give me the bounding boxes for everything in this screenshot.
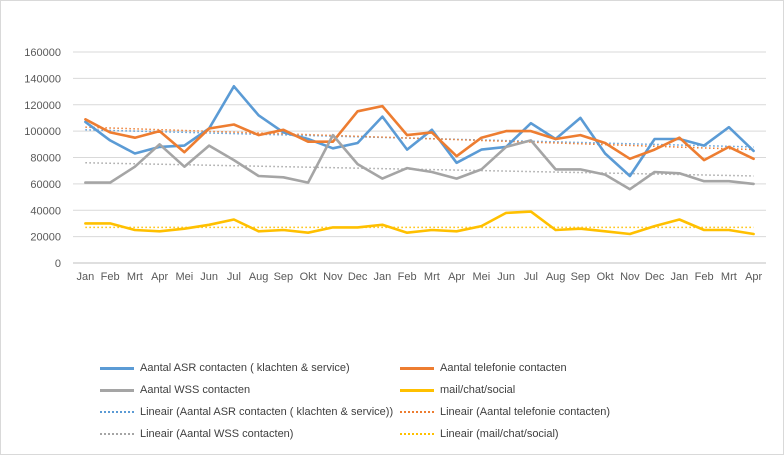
- legend-item-trend-telefonie: Lineair (Aantal telefonie contacten): [400, 404, 610, 420]
- legend-label-mail: mail/chat/social: [440, 384, 516, 396]
- y-tick-label: 0: [55, 258, 61, 270]
- x-tick-label: Mrt: [424, 271, 440, 283]
- x-tick-label: Jan: [374, 271, 392, 283]
- x-tick-label: Dec: [645, 271, 665, 283]
- legend-swatch-telefonie: [400, 366, 434, 370]
- x-tick-label: Mei: [473, 271, 491, 283]
- x-tick-label: Jun: [497, 271, 515, 283]
- trendline-2: [85, 162, 754, 177]
- gridlines: [73, 51, 766, 264]
- x-tick-label: Mrt: [127, 271, 143, 283]
- series-lines: [84, 85, 755, 236]
- x-tick-label: Jul: [227, 271, 241, 283]
- x-tick-label: Jan: [671, 271, 689, 283]
- x-tick-label: Apr: [745, 271, 762, 283]
- x-tick-label: Apr: [448, 271, 465, 283]
- x-tick-label: Sep: [274, 271, 294, 283]
- x-tick-label: Jun: [200, 271, 218, 283]
- x-tick-label: Feb: [695, 271, 714, 283]
- legend-label-asr: Aantal ASR contacten ( klachten & servic…: [140, 362, 350, 374]
- legend-swatch-trend-wss: [100, 433, 134, 435]
- x-axis-ticks: Jan Feb Mrt Apr Mei Jun Jul Aug Sep Okt Nov Dec Jan F…: [77, 271, 763, 283]
- x-tick-label: Feb: [101, 271, 120, 283]
- y-tick-label: 100000: [24, 126, 61, 138]
- legend-item-trend-asr: Lineair (Aantal ASR contacten ( klachten…: [100, 404, 393, 420]
- legend-item-telefonie: Aantal telefonie contacten: [400, 360, 567, 376]
- y-tick-label: 20000: [30, 232, 61, 244]
- legend-swatch-trend-asr: [100, 411, 134, 413]
- y-axis-ticks: 0 20000 40000 60000 80000 100000 120000 140000 1…: [24, 47, 61, 270]
- y-tick-label: 40000: [30, 205, 61, 217]
- x-tick-label: Dec: [348, 271, 368, 283]
- trendline-0: [85, 129, 754, 148]
- y-tick-label: 140000: [24, 73, 61, 85]
- legend-label-trend-wss: Lineair (Aantal WSS contacten): [140, 428, 294, 440]
- y-tick-label: 120000: [24, 100, 61, 112]
- legend-item-mail: mail/chat/social: [400, 382, 515, 398]
- legend-item-trend-mail: Lineair (mail/chat/social): [400, 426, 559, 442]
- legend-swatch-asr: [100, 366, 134, 370]
- legend-label-wss: Aantal WSS contacten: [140, 384, 251, 396]
- x-tick-label: Feb: [398, 271, 417, 283]
- x-tick-label: Aug: [546, 271, 566, 283]
- y-tick-label: 160000: [24, 47, 61, 59]
- x-tick-label: Nov: [323, 271, 343, 283]
- series-line-2: [84, 133, 755, 191]
- legend-swatch-mail: [400, 388, 434, 392]
- legend-item-trend-wss: Lineair (Aantal WSS contacten): [100, 426, 293, 442]
- trendline-1: [85, 126, 754, 151]
- legend-label-trend-asr: Lineair (Aantal ASR contacten ( klachten…: [140, 406, 394, 418]
- legend-label-trend-mail: Lineair (mail/chat/social): [440, 428, 559, 440]
- x-tick-label: Sep: [571, 271, 591, 283]
- trendlines: [85, 126, 754, 229]
- legend-item-wss: Aantal WSS contacten: [100, 382, 250, 398]
- legend-swatch-trend-telefonie: [400, 411, 434, 413]
- x-tick-label: Jul: [524, 271, 538, 283]
- series-line-1: [84, 104, 755, 162]
- legend-label-trend-telefonie: Lineair (Aantal telefonie contacten): [440, 406, 610, 418]
- series-line-3: [84, 210, 755, 236]
- x-tick-label: Mei: [176, 271, 194, 283]
- x-tick-label: Mrt: [721, 271, 737, 283]
- y-tick-label: 60000: [30, 179, 61, 191]
- y-tick-label: 80000: [30, 153, 61, 165]
- series-line-0: [84, 85, 755, 178]
- x-tick-label: Jan: [77, 271, 95, 283]
- legend-item-asr: Aantal ASR contacten ( klachten & servic…: [100, 360, 350, 376]
- x-tick-label: Apr: [151, 271, 168, 283]
- legend-swatch-wss: [100, 388, 134, 392]
- x-tick-label: Okt: [597, 271, 614, 283]
- legend-label-telefonie: Aantal telefonie contacten: [440, 362, 567, 374]
- x-tick-label: Nov: [620, 271, 640, 283]
- legend-swatch-trend-mail: [400, 433, 434, 435]
- x-tick-label: Aug: [249, 271, 269, 283]
- x-tick-label: Okt: [300, 271, 317, 283]
